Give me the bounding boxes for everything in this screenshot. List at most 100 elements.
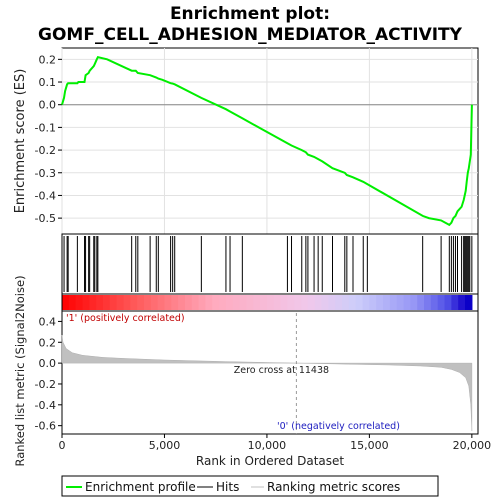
color-bar-segment — [137, 295, 145, 310]
color-bar-segment — [219, 295, 227, 310]
color-bar-segment — [362, 295, 370, 310]
color-bar-segment — [355, 295, 364, 310]
legend-metric-label: Ranking metric scores — [267, 480, 400, 494]
x-tick-label: 0 — [59, 439, 66, 452]
color-bar-segment — [184, 295, 193, 310]
color-bar-segment — [444, 295, 452, 310]
color-bar-segment — [62, 295, 70, 310]
es-y-tick-label: -0.4 — [35, 189, 56, 202]
color-bar-segment — [198, 295, 207, 310]
color-bar-segment — [417, 295, 425, 310]
color-bar-segment — [342, 295, 350, 310]
color-bar-segment — [178, 295, 186, 310]
color-bar-segment — [273, 295, 282, 310]
color-bar-segment — [109, 295, 118, 310]
metric-y-tick-label: -0.6 — [35, 420, 56, 433]
metric-y-tick-label: -0.2 — [35, 378, 56, 391]
metric-y-tick-label: 0.2 — [39, 336, 57, 349]
color-bar-segment — [253, 295, 261, 310]
chart-title-line1: Enrichment plot: — [170, 4, 330, 24]
color-bar-segment — [123, 295, 131, 310]
color-bar-segment — [280, 295, 289, 310]
es-y-tick-label: 0.1 — [39, 76, 57, 89]
color-bar-segment — [458, 295, 466, 310]
x-tick-label: 5,000 — [149, 439, 181, 452]
color-bar-segment — [301, 295, 309, 310]
color-bar-segment — [68, 295, 77, 310]
es-y-tick-label: -0.1 — [35, 121, 56, 134]
legend-hits-label: Hits — [216, 480, 239, 494]
metric-panel-frame — [61, 310, 479, 435]
color-bar-segment — [232, 295, 241, 310]
color-bar-segment — [437, 295, 446, 310]
color-bar-segment — [376, 295, 384, 310]
color-bar-segment — [143, 295, 152, 310]
color-bar-segment — [225, 295, 234, 310]
color-bar-segment — [321, 295, 330, 310]
color-bar-segment — [96, 295, 104, 310]
metric-y-tick-label: 0.0 — [39, 357, 57, 370]
legend-frame — [61, 475, 439, 497]
legend: Enrichment profile Hits Ranking metric s… — [61, 475, 439, 497]
color-bar-segment — [150, 295, 159, 310]
chart-title-line2: GOMF_CELL_ADHESION_MEDIATOR_ACTIVITY — [38, 25, 463, 45]
color-bar-segment — [164, 295, 172, 310]
color-bar-segment — [348, 295, 357, 310]
color-bar-segment — [396, 295, 405, 310]
color-bar-segment — [212, 295, 220, 310]
color-bar-segment — [116, 295, 125, 310]
es-panel-frame — [61, 47, 479, 235]
color-bar-segment — [328, 295, 336, 310]
x-axis-ticks: 0 5,000 10,000 15,000 20,000 — [59, 434, 492, 452]
x-axis-label: Rank in Ordered Dataset — [196, 454, 344, 468]
color-bar-segment — [294, 295, 302, 310]
es-y-axis-label: Enrichment score (ES) — [13, 69, 28, 214]
color-bar-segment — [260, 295, 268, 310]
rank-color-bar — [62, 295, 473, 310]
color-bar-segment — [403, 295, 411, 310]
color-bar-segment — [157, 295, 166, 310]
color-bar-segment — [369, 295, 377, 310]
color-bar-segment — [102, 295, 111, 310]
color-bar-segment — [287, 295, 295, 310]
color-bar-segment — [424, 295, 432, 310]
color-bar-segment — [465, 295, 473, 310]
x-tick-label: 20,000 — [453, 439, 492, 452]
color-bar-segment — [266, 295, 275, 310]
es-y-tick-label: -0.5 — [35, 212, 56, 225]
color-bar-segment — [205, 295, 213, 310]
color-bar-segment — [239, 295, 248, 310]
metric-y-ticks: 0.4 0.2 0.0 -0.2 -0.4 -0.6 — [35, 315, 62, 433]
color-bar-segment — [335, 295, 343, 310]
hit-marks — [63, 236, 473, 292]
es-series-line — [61, 55, 473, 227]
color-bar-segment — [389, 295, 398, 310]
color-bar-segment — [82, 295, 90, 310]
color-bar-segment — [89, 295, 97, 310]
es-y-tick-label: -0.2 — [35, 144, 56, 157]
es-y-tick-label: -0.3 — [35, 167, 56, 180]
metric-area — [61, 334, 473, 431]
es-y-tick-label: 0.2 — [39, 53, 57, 66]
hits-panel-frame — [61, 233, 479, 295]
color-bar-segment — [451, 295, 459, 310]
es-y-ticks: 0.2 0.1 0.0 -0.1 -0.2 -0.3 -0.4 -0.5 — [35, 53, 62, 225]
color-bar-segment — [171, 295, 179, 310]
color-bar-segment — [430, 295, 439, 310]
positive-correlation-label: '1' (positively correlated) — [66, 313, 185, 324]
zero-cross-label: Zero cross at 11438 — [234, 365, 329, 376]
x-tick-label: 10,000 — [248, 439, 287, 452]
color-bar-segment — [75, 295, 84, 310]
metric-y-tick-label: -0.4 — [35, 399, 56, 412]
color-bar-segment — [130, 295, 138, 310]
metric-y-axis-label: Ranked list metric (Signal2Noise) — [13, 275, 27, 466]
color-bar-segment — [246, 295, 254, 310]
color-bar-segment — [383, 295, 391, 310]
color-bar-segment — [410, 295, 418, 310]
es-y-tick-label: 0.0 — [39, 99, 57, 112]
legend-enrichment-label: Enrichment profile — [85, 480, 196, 494]
color-bar-segment — [191, 295, 200, 310]
x-tick-label: 15,000 — [350, 439, 389, 452]
metric-y-tick-label: 0.4 — [39, 315, 57, 328]
